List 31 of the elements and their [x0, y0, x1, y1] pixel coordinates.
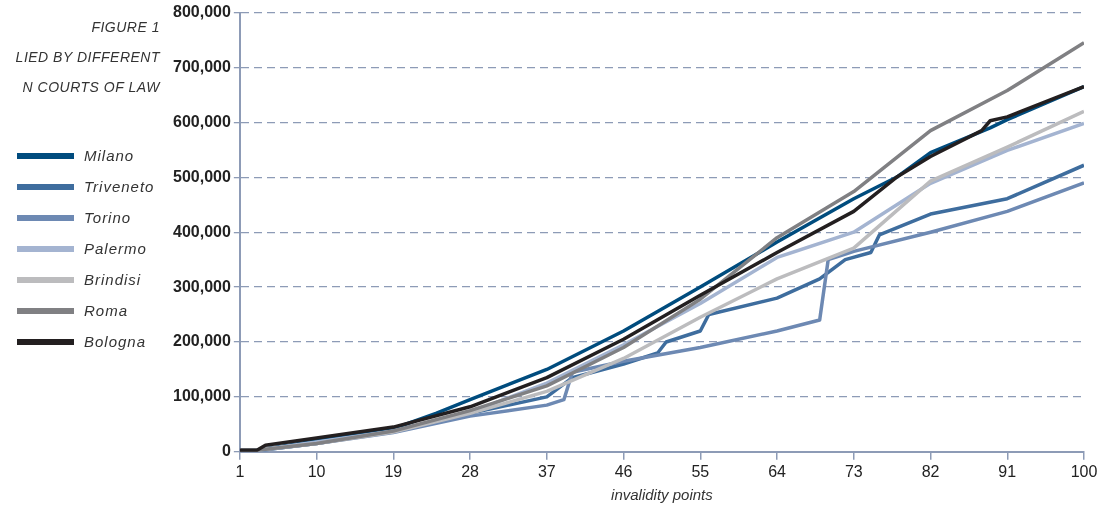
y-tick-label: 600,000 [172, 112, 231, 130]
x-tick-label: 37 [537, 462, 556, 480]
legend-label: Palermo [84, 240, 148, 257]
legend-label: Roma [84, 302, 129, 319]
legend-label: Milano [84, 147, 136, 164]
x-tick-label: 91 [998, 462, 1017, 480]
y-tick-label: 0 [221, 442, 231, 460]
legend-label: Triveneto [84, 178, 156, 195]
text: FIGURE 1 [90, 18, 160, 37]
x-axis-title: invalidity points [611, 486, 714, 504]
x-tick-label: 19 [384, 462, 403, 480]
x-tick-label: 64 [768, 462, 787, 480]
y-tick-label: 300,000 [172, 277, 231, 295]
y-tick-label: 400,000 [172, 222, 231, 240]
y-tick-label: 500,000 [172, 167, 231, 185]
x-tick-label: 46 [614, 462, 633, 480]
legend-label: Brindisi [84, 271, 143, 288]
legend-label: Bologna [84, 333, 148, 350]
text: LIED BY DIFFERENT N COURTS OF LAW [15, 48, 160, 97]
x-tick-label: 73 [844, 462, 863, 480]
x-tick-label: 28 [461, 462, 480, 480]
legend-label: Torino [84, 209, 133, 226]
x-tick-label: 82 [921, 462, 940, 480]
x-tick-label: 100 [1070, 462, 1098, 480]
y-tick-label: 700,000 [172, 57, 231, 75]
x-tick-label: 55 [691, 462, 710, 480]
y-tick-label: 100,000 [172, 387, 231, 405]
y-tick-label: 800,000 [172, 3, 231, 21]
x-tick-label: 10 [307, 462, 326, 480]
x-tick-label: 1 [235, 462, 245, 480]
y-tick-label: 200,000 [172, 332, 231, 350]
